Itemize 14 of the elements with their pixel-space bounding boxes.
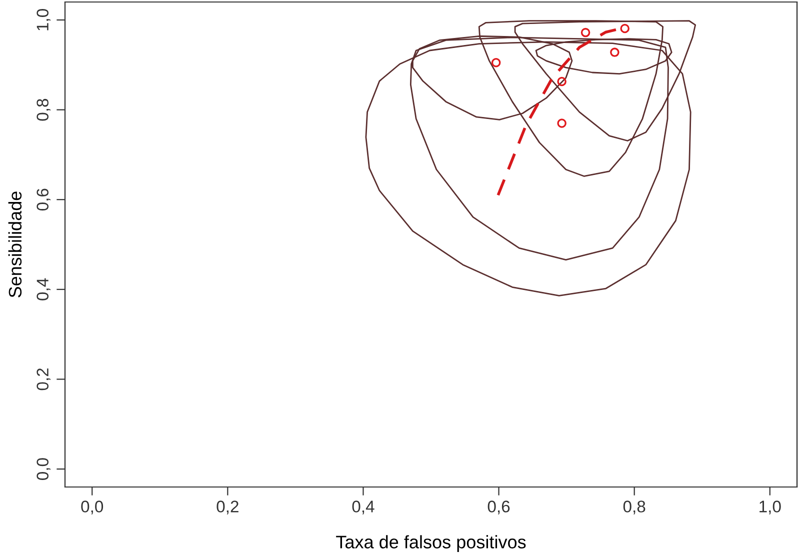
x-tick-label: 0,6 — [488, 500, 510, 514]
x-axis-title: Taxa de falsos positivos — [336, 535, 526, 552]
y-tick-label: 0,0 — [36, 458, 50, 480]
y-tick-label: 1,0 — [36, 9, 50, 30]
x-tick-label: 0,0 — [81, 500, 104, 514]
y-tick-label: 0,4 — [36, 278, 50, 300]
x-tick-label: 0,8 — [623, 500, 646, 514]
y-axis-title: Sensibilidade — [8, 192, 22, 298]
x-tick-label: 0,4 — [352, 500, 374, 514]
y-tick-label: 0,2 — [36, 368, 50, 390]
x-tick-label: 1,0 — [760, 500, 781, 514]
x-tick-label: 0,2 — [216, 500, 238, 514]
y-tick-label: 0,8 — [36, 98, 50, 121]
y-tick-label: 0,6 — [36, 188, 50, 211]
